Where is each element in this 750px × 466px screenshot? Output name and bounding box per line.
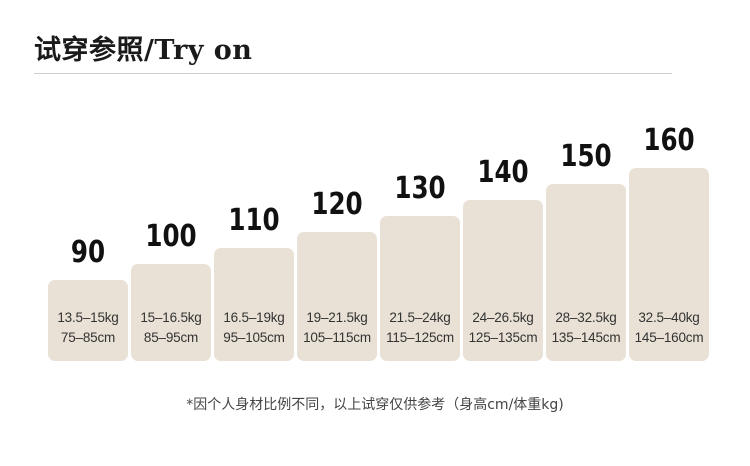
size-label: 160: [643, 123, 695, 158]
size-box: 24–26.5kg 125–135cm: [463, 200, 543, 361]
size-height-range: 125–135cm: [468, 330, 538, 345]
disclaimer-note: *因个人身材比例不同，以上试穿仅供参考（身高cm/体重kg): [186, 397, 564, 413]
size-weight-range: 28–32.5kg: [555, 310, 617, 325]
size-label: 130: [394, 171, 446, 206]
size-label: 100: [145, 219, 197, 254]
size-box: 13.5–15kg 75–85cm: [48, 280, 128, 361]
size-height-range: 95–105cm: [223, 330, 285, 345]
size-label: 120: [311, 187, 363, 222]
size-weight-range: 13.5–15kg: [57, 310, 119, 325]
size-box: 16.5–19kg 95–105cm: [214, 248, 294, 361]
size-weight-range: 21.5–24kg: [389, 310, 451, 325]
size-box: 28–32.5kg 135–145cm: [546, 184, 626, 361]
size-label: 90: [70, 235, 106, 270]
size-weight-range: 19–21.5kg: [306, 310, 368, 325]
size-label: 140: [477, 155, 529, 190]
size-height-range: 145–160cm: [634, 330, 704, 345]
size-height-range: 135–145cm: [551, 330, 621, 345]
size-weight-range: 24–26.5kg: [472, 310, 534, 325]
size-label: 150: [560, 139, 612, 174]
size-weight-range: 32.5–40kg: [638, 310, 700, 325]
size-box: 15–16.5kg 85–95cm: [131, 264, 211, 361]
size-box: 21.5–24kg 115–125cm: [380, 216, 460, 361]
size-height-range: 115–125cm: [386, 330, 454, 345]
size-height-range: 105–115cm: [303, 330, 371, 345]
title-divider: [34, 73, 672, 74]
size-height-range: 85–95cm: [143, 330, 199, 345]
size-box: 32.5–40kg 145–160cm: [629, 168, 709, 361]
page-title: 试穿参照/Try on: [34, 35, 253, 66]
size-weight-range: 15–16.5kg: [140, 310, 202, 325]
size-box: 19–21.5kg 105–115cm: [297, 232, 377, 361]
size-height-range: 75–85cm: [60, 330, 116, 345]
size-label: 110: [228, 203, 280, 238]
size-weight-range: 16.5–19kg: [223, 310, 285, 325]
